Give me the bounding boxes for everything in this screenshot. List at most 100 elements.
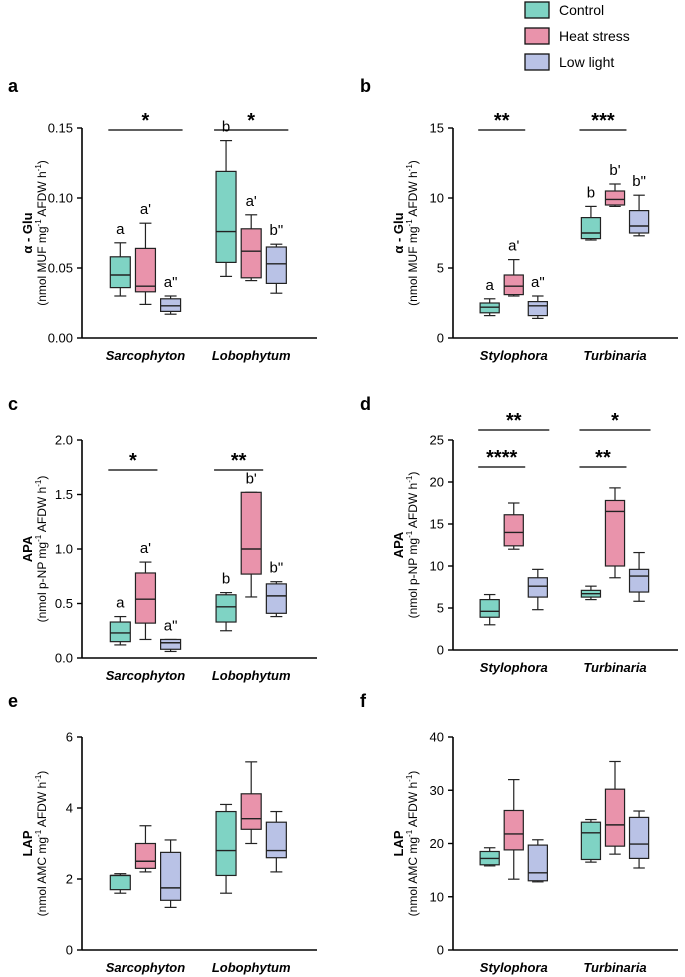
box-body xyxy=(628,568,650,593)
y-axis-unit: (nmol p-NP mg-1 AFDW h-1) xyxy=(34,476,49,623)
box-turbinaria-heat-stress xyxy=(604,760,626,855)
y-tick-label: 5 xyxy=(437,261,444,276)
group-letter: a xyxy=(116,221,125,238)
x-category-label: Stylophora xyxy=(480,348,548,363)
significance-stars: ** xyxy=(595,447,611,469)
box-lobophytum-low-light xyxy=(265,810,287,873)
box-body xyxy=(628,210,650,234)
x-category-label: Lobophytum xyxy=(212,348,291,363)
box-lobophytum-heat-stress xyxy=(240,491,262,598)
box-turbinaria-control xyxy=(580,818,602,863)
box-sarcophyton-low-light xyxy=(160,839,182,909)
y-tick-label: 0.0 xyxy=(55,651,73,666)
legend-swatch-1 xyxy=(524,1,550,19)
group-letter: b xyxy=(587,184,595,201)
box-body xyxy=(109,256,131,289)
box-turbinaria-low-light xyxy=(628,551,650,602)
panel-c: c 0.0 0.5 1.0 1.5 2.0 APA (nmol p-NP mg-1 AFDW … xyxy=(8,394,317,683)
panel-label: d xyxy=(360,394,371,414)
box-body xyxy=(240,228,262,279)
legend-swatch-3 xyxy=(524,53,550,71)
box-body xyxy=(604,788,626,847)
y-axis-title: LAP xyxy=(20,830,35,856)
box-body xyxy=(479,598,500,618)
y-tick-label: 4 xyxy=(66,801,73,816)
group-letter: b' xyxy=(246,470,257,487)
box-body xyxy=(265,821,287,859)
box-lobophytum-low-light xyxy=(265,581,287,618)
group-letter: a" xyxy=(164,617,178,634)
y-tick-label: 2.0 xyxy=(55,433,73,448)
box-stylophora-heat-stress xyxy=(503,778,524,880)
x-category-label: Turbinaria xyxy=(583,660,646,675)
x-category-label: Lobophytum xyxy=(212,668,291,683)
significance-stars: ** xyxy=(494,110,510,132)
panel-label: e xyxy=(8,691,18,711)
y-tick-label: 6 xyxy=(66,730,73,745)
group-letter: b" xyxy=(270,222,284,239)
y-axis-title: α - Glu xyxy=(391,212,406,253)
box-body xyxy=(503,809,524,851)
y-axis-unit: (nmol MUF mg-1 AFDW h-1) xyxy=(34,160,49,306)
box-body xyxy=(240,793,262,830)
group-letter: b xyxy=(222,571,230,588)
box-turbinaria-low-light xyxy=(628,194,650,237)
box-body xyxy=(527,577,548,598)
x-category-label: Turbinaria xyxy=(583,348,646,363)
box-body xyxy=(240,491,262,575)
box-body xyxy=(503,274,524,296)
box-body xyxy=(265,583,287,614)
y-tick-label: 15 xyxy=(430,121,444,136)
box-sarcophyton-control xyxy=(109,242,131,297)
box-turbinaria-heat-stress xyxy=(604,183,626,207)
group-letter: a" xyxy=(164,274,178,291)
group-letter: b" xyxy=(270,560,284,577)
group-letter: a' xyxy=(246,193,257,210)
y-axis-title: APA xyxy=(20,535,35,562)
y-tick-label: 0 xyxy=(437,943,444,958)
panel-b: b 0 5 10 15 α - Glu (nmol MUF mg-1 AFDW h-1) a b… xyxy=(360,76,678,363)
significance-stars: *** xyxy=(591,110,615,132)
box-body xyxy=(604,190,626,206)
y-tick-label: 15 xyxy=(430,517,444,532)
y-tick-label: 25 xyxy=(430,433,444,448)
significance-stars: * xyxy=(247,110,255,132)
y-tick-label: 5 xyxy=(437,601,444,616)
y-tick-label: 10 xyxy=(430,889,444,904)
y-tick-label: 40 xyxy=(430,730,444,745)
y-axis-title: α - Glu xyxy=(20,212,35,253)
y-tick-label: 20 xyxy=(430,475,444,490)
box-turbinaria-control xyxy=(580,585,602,601)
box-lobophytum-control xyxy=(215,803,237,894)
box-body xyxy=(527,844,548,882)
box-lobophytum-low-light xyxy=(265,243,287,294)
box-stylophora-low-light xyxy=(527,839,548,883)
box-turbinaria-control xyxy=(580,205,602,241)
y-tick-label: 1.5 xyxy=(55,487,73,502)
legend-label-3: Low light xyxy=(559,54,614,70)
y-tick-label: 0.10 xyxy=(48,191,73,206)
box-body xyxy=(527,301,548,317)
y-tick-label: 0.00 xyxy=(48,331,73,346)
group-letter: a xyxy=(486,277,495,294)
box-body xyxy=(160,851,182,901)
box-body xyxy=(580,217,602,240)
significance-stars: * xyxy=(129,450,137,472)
group-letter: a xyxy=(116,595,125,612)
significance-stars: ** xyxy=(506,410,522,432)
y-tick-label: 1.0 xyxy=(55,542,73,557)
y-axis-title: APA xyxy=(391,531,406,558)
x-category-label: Lobophytum xyxy=(212,960,291,975)
panel-f: f 0 10 20 30 40 LAP (nmol AMC mg-1 AFDW h-1) Sty… xyxy=(360,691,678,975)
y-tick-label: 0 xyxy=(437,643,444,658)
panel-label: f xyxy=(360,691,367,711)
y-tick-label: 20 xyxy=(430,836,444,851)
box-stylophora-low-light xyxy=(527,568,548,611)
group-letter: a" xyxy=(531,274,545,291)
box-sarcophyton-heat-stress xyxy=(134,222,157,305)
significance-stars: **** xyxy=(486,447,517,469)
x-category-label: Stylophora xyxy=(480,960,548,975)
box-body xyxy=(215,594,237,623)
box-body xyxy=(134,247,157,293)
